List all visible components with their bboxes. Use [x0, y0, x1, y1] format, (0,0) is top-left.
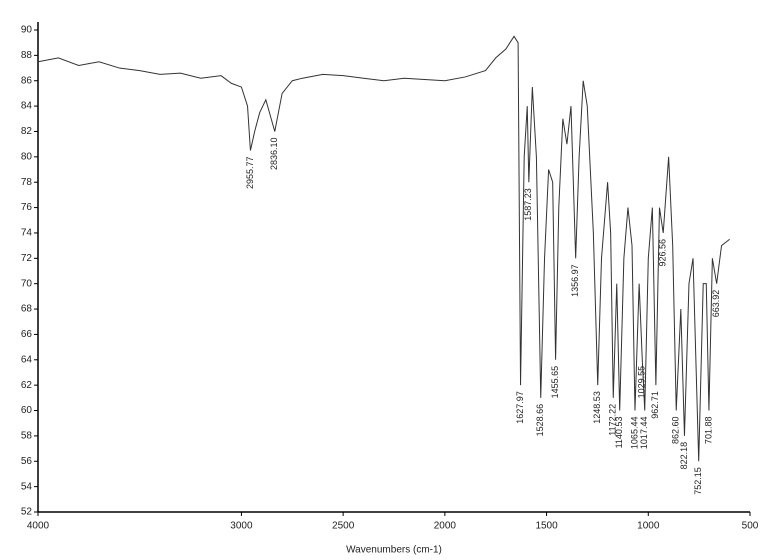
peak-label: 1172.22 [608, 404, 618, 436]
x-axis-label: Wavenumbers (cm-1) [346, 545, 442, 556]
peak-label: 1029.55 [637, 366, 647, 399]
x-tick-label: 500 [742, 521, 759, 532]
y-tick-label: 68 [21, 304, 33, 315]
peak-label: 1528.66 [535, 404, 545, 437]
peak-label: 701.88 [703, 417, 713, 445]
x-tick-label: 2500 [332, 521, 355, 532]
peak-label: 1248.53 [592, 391, 602, 424]
peak-label: 862.60 [671, 417, 681, 445]
peak-label: 926.56 [658, 239, 668, 267]
spectrum-line [37, 35, 730, 462]
y-tick-label: 76 [21, 202, 33, 213]
peak-label: 1356.97 [570, 264, 580, 297]
peak-label: 1140.53 [614, 417, 624, 449]
y-tick-label: 82 [21, 126, 33, 137]
peak-label: 1017.44 [639, 417, 649, 450]
y-tick-label: 78 [21, 177, 33, 188]
y-tick-label: 62 [21, 380, 33, 391]
peak-label: 752.15 [693, 467, 703, 495]
peak-label: 2836.10 [269, 137, 279, 170]
y-tick-label: 64 [21, 354, 33, 365]
y-tick-label: 86 [21, 75, 33, 86]
x-tick-label: 1500 [535, 521, 558, 532]
y-tick-label: 88 [21, 50, 33, 61]
x-tick-label: 3000 [230, 521, 253, 532]
x-tick-label: 2000 [434, 521, 457, 532]
y-tick-label: 74 [21, 228, 33, 239]
peak-label: 2955.77 [245, 156, 255, 189]
y-tick-label: 90 [21, 25, 33, 36]
y-tick-label: 66 [21, 329, 33, 340]
peak-label: 1455.65 [550, 366, 560, 399]
peak-label: 1065.44 [629, 417, 639, 450]
peak-label: 1627.97 [515, 391, 525, 424]
y-tick-label: 56 [21, 456, 33, 467]
x-tick-label: 1000 [637, 521, 660, 532]
y-tick-label: 70 [21, 278, 33, 289]
y-tick-label: 80 [21, 151, 33, 162]
peak-label: 663.92 [711, 290, 721, 318]
peak-label: 822.18 [679, 442, 689, 470]
y-tick-label: 60 [21, 405, 33, 416]
y-tick-label: 72 [21, 253, 33, 264]
peak-label: 962.71 [650, 391, 660, 419]
y-tick-label: 58 [21, 431, 33, 442]
x-tick-label: 4000 [27, 521, 50, 532]
y-tick-label: 84 [21, 101, 33, 112]
peak-label: 1587.23 [523, 188, 533, 221]
y-tick-label: 52 [21, 507, 33, 518]
y-tick-label: 54 [21, 481, 33, 492]
